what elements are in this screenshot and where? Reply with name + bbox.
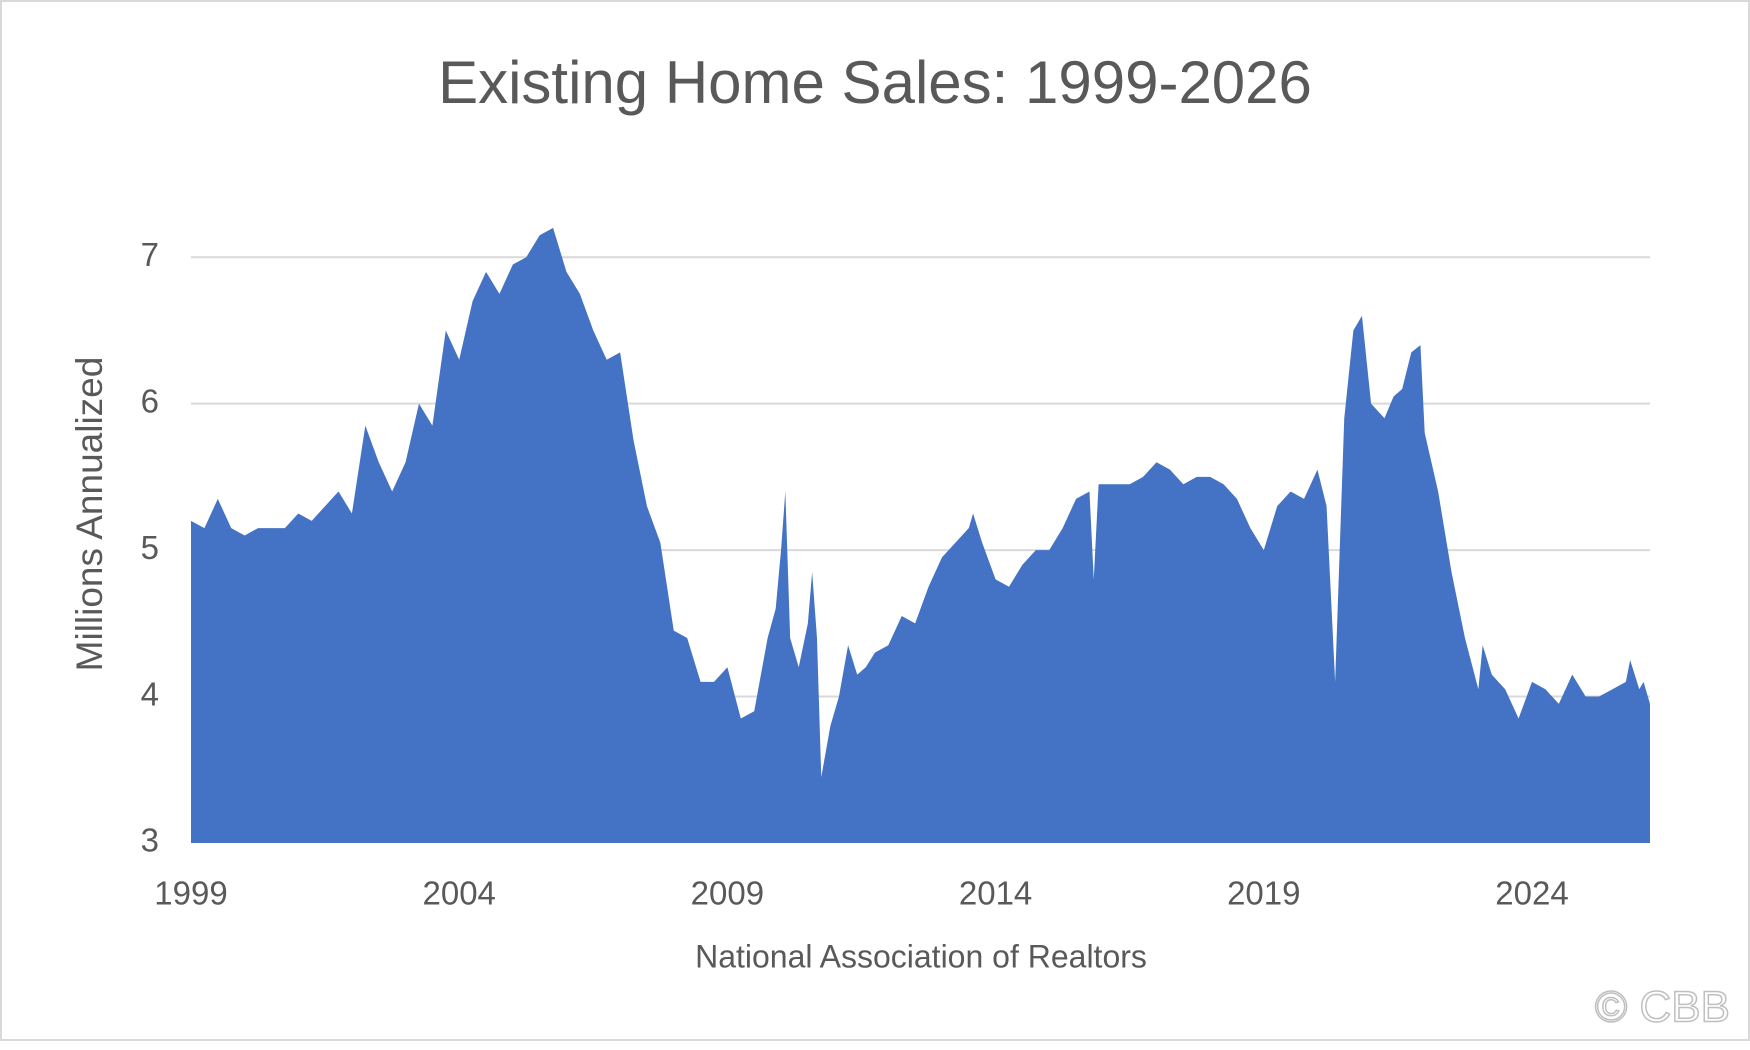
x-axis-title: National Association of Realtors	[695, 938, 1147, 974]
watermark: © CBB	[1595, 983, 1730, 1032]
x-tick-label: 1999	[154, 875, 227, 912]
y-tick-label: 3	[141, 822, 159, 859]
x-tick-label: 2004	[422, 875, 495, 912]
y-tick-label: 6	[141, 382, 159, 419]
y-tick-label: 7	[141, 236, 159, 273]
y-tick-label: 5	[141, 529, 159, 566]
x-tick-label: 2019	[1227, 875, 1300, 912]
y-tick-label: 4	[141, 675, 159, 712]
x-tick-label: 2024	[1495, 875, 1568, 912]
area	[191, 227, 1650, 843]
x-tick-label: 2014	[959, 875, 1032, 912]
chart-title: Existing Home Sales: 1999-2026	[438, 49, 1312, 116]
y-axis-title: Millions Annualized	[69, 357, 110, 672]
x-tick-label: 2009	[691, 875, 764, 912]
